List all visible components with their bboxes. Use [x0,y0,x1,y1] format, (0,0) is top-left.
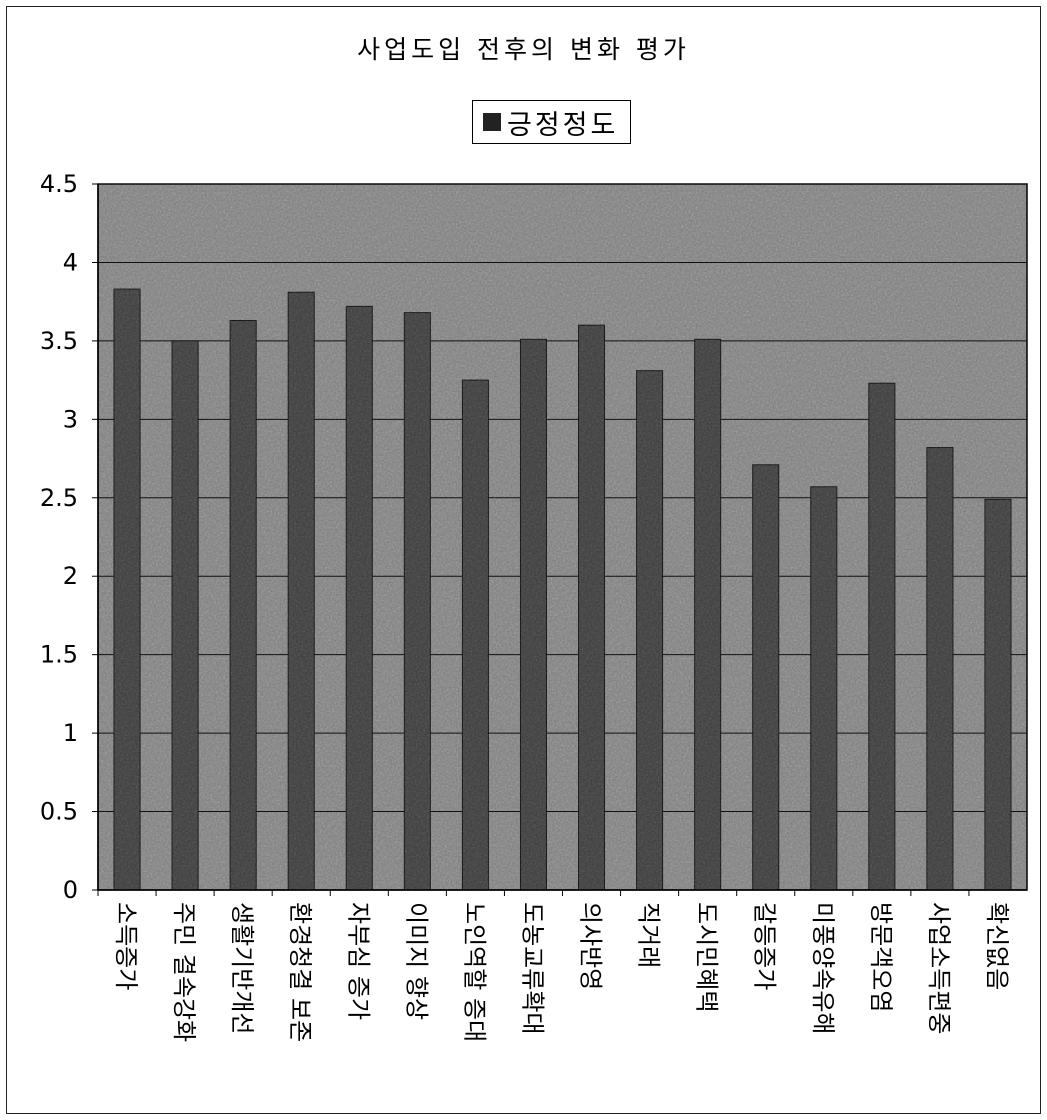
x-tick-label: 환경청결 보존 [286,902,314,1042]
bar-texture [404,312,431,890]
bar-texture [926,447,953,890]
x-tick-label: 갈등증가 [751,902,779,990]
y-axis: 0 0.5 1 1.5 2 2.5 3 3.5 4 4.5 [40,170,99,904]
x-tick-label: 이미지 향상 [402,902,430,1020]
x-tick-label: 도농교류확대 [518,902,546,1034]
y-tick-label: 0 [63,876,78,904]
y-tick-label: 3.5 [40,327,78,355]
bar-texture [636,370,663,891]
bar-texture [462,380,489,890]
x-tick-label: 자부심 증가 [344,902,372,1020]
bar-texture [752,464,779,890]
y-tick-label: 0.5 [40,798,78,826]
bar-texture [346,306,373,891]
y-tick-label: 3 [63,405,78,433]
chart-title: 사업도입 전후의 변화 평가 [357,35,690,64]
x-tick-label: 주민 결속강화 [170,902,198,1042]
bar-texture [288,292,315,891]
bar-texture [172,340,199,890]
bars [113,288,1012,891]
y-tick-label: 1 [63,719,78,747]
y-tick-label: 2.5 [40,484,78,512]
x-tick-label: 사업소득편중 [925,902,953,1034]
legend-swatch [483,113,501,131]
bar-texture [520,339,547,890]
bar-texture [230,320,257,890]
bar-texture [984,499,1011,890]
x-tick-label: 소득증가 [112,902,140,990]
y-tick-label: 4.5 [40,170,78,198]
bar-texture [114,289,141,890]
bar-texture [868,383,895,890]
y-tick-label: 2 [63,562,78,590]
x-axis: 소득증가 주민 결속강화 생활기반개선 환경청결 보존 자부심 증가 이미지 향상 노인역할… [97,889,1027,1042]
legend: 긍정정도 [472,100,632,144]
x-tick-label: 노인역할 증대 [460,902,488,1042]
y-tick-label: 1.5 [40,641,78,669]
x-tick-label: 직거래 [635,902,663,968]
x-tick-label: 방문객오염 [867,902,895,1012]
x-tick-label: 미풍양속유해 [809,902,837,1034]
y-tick-label: 4 [63,248,78,276]
bar-texture [810,486,837,890]
x-tick-label: 도시민혜택 [693,902,721,1012]
x-tick-label: 의사반영 [577,902,605,990]
bar-texture [694,339,721,890]
x-tick-label: 확신없음 [983,902,1011,990]
legend-label: 긍정정도 [507,109,619,141]
bar-texture [578,325,605,890]
x-tick-label: 생활기반개선 [228,902,256,1034]
